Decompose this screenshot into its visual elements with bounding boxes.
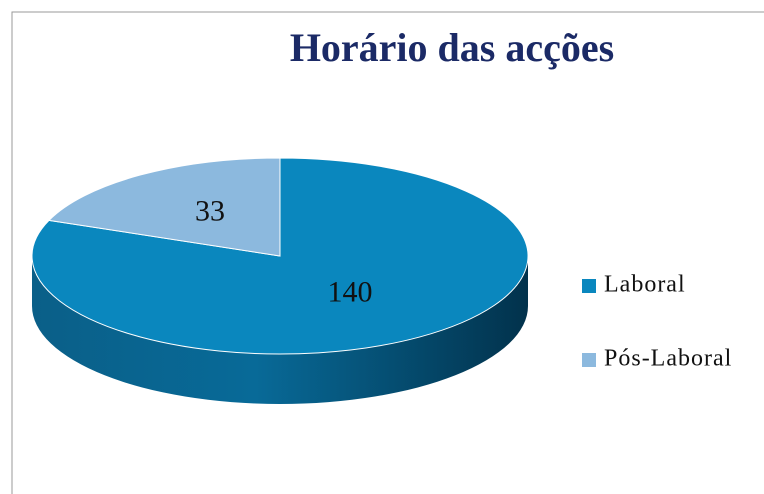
legend-swatch <box>582 353 596 367</box>
slice-side <box>32 256 528 404</box>
chart-title: Horário das acções <box>290 25 614 70</box>
data-label: 33 <box>195 194 225 227</box>
slice <box>47 157 281 257</box>
legend-swatch <box>582 279 596 293</box>
legend-label: Pós-Laboral <box>604 346 732 372</box>
data-label: 140 <box>327 275 372 308</box>
legend-label: Laboral <box>604 272 686 298</box>
